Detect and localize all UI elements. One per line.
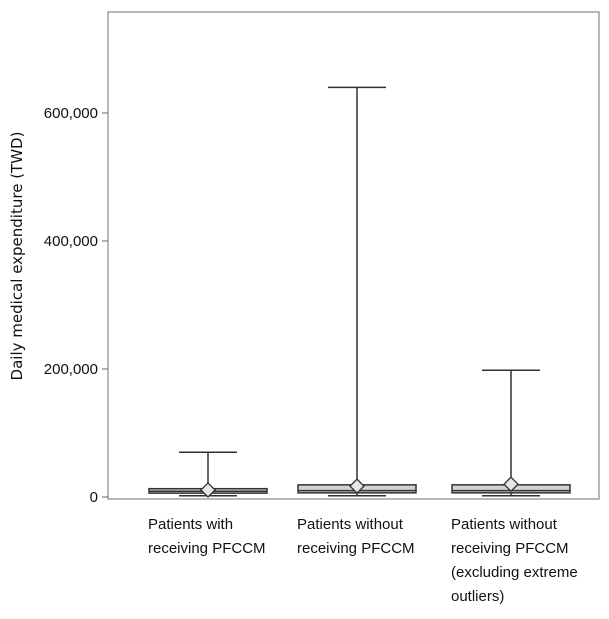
x-category-label: outliers) <box>451 588 504 605</box>
mean-marker <box>200 482 216 498</box>
x-axis-labels: Patients with receiving PFCCM Patients wit… <box>148 516 578 605</box>
x-category-label: receiving PFCCM <box>297 540 415 557</box>
box-group <box>148 451 268 498</box>
mean-marker <box>503 476 519 493</box>
mean-marker <box>349 478 365 495</box>
box-group <box>297 86 417 497</box>
x-category-label: receiving PFCCM <box>148 540 266 557</box>
y-tick-label: 600,000 <box>44 105 98 122</box>
x-category-label: (excluding extreme <box>451 564 578 581</box>
y-tick-label: 0 <box>90 489 98 506</box>
y-tick-label: 400,000 <box>44 233 98 250</box>
y-axis-title: Daily medical expenditure (TWD) <box>8 132 26 381</box>
box-group <box>451 369 571 497</box>
box-series <box>148 86 571 498</box>
x-category-label: Patients without <box>297 516 404 533</box>
x-category-label: Patients with <box>148 516 233 533</box>
plot-frame <box>107 11 600 500</box>
x-category-label: receiving PFCCM <box>451 540 569 557</box>
y-tick-label: 200,000 <box>44 361 98 378</box>
x-category-label: Patients without <box>451 516 558 533</box>
y-axis-ticks: 0 200,000 400,000 600,000 <box>44 105 108 506</box>
